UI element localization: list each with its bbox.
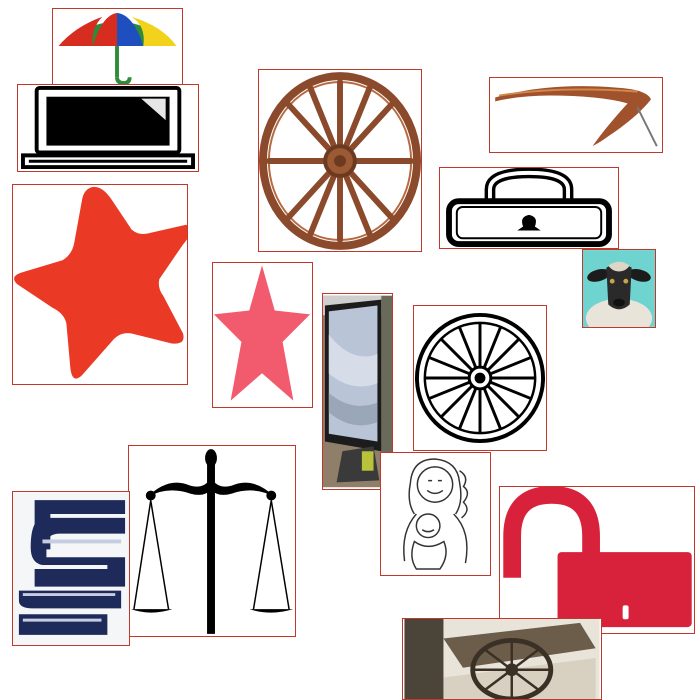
- umbrella-icon: [58, 12, 177, 85]
- padlock-open-icon: [503, 487, 692, 628]
- red-star-image-tile: [12, 184, 188, 385]
- padlock-open-tile: [499, 486, 695, 634]
- wagon-wheel-sketch-tile: [413, 305, 547, 451]
- padlock-closed-icon: [446, 168, 612, 248]
- scythe-icon: [495, 86, 658, 147]
- star-icon: [213, 265, 311, 401]
- scales-of-justice-tile: [128, 445, 296, 637]
- laptop-image-tile: [17, 84, 199, 172]
- star-icon: [14, 186, 187, 379]
- cart-wheel-photo-tile: [402, 618, 602, 700]
- logo-s-icon: [13, 492, 129, 645]
- logo-s-tile: [12, 491, 130, 646]
- cart-wheel-photo-icon: [404, 619, 600, 699]
- scythe-image-tile: [489, 77, 663, 153]
- wagon-wheel-sketch-icon: [414, 312, 546, 444]
- wagon-wheel-icon: [259, 72, 421, 250]
- padlock-closed-image-tile: [439, 167, 619, 249]
- mother-child-sketch-icon: [403, 458, 469, 570]
- wagon-wheel-image-tile: [258, 69, 422, 252]
- laptop-icon: [21, 85, 195, 170]
- mother-child-sketch-tile: [380, 452, 491, 576]
- sheep-photo-tile: [582, 249, 656, 328]
- scales-of-justice-icon: [130, 449, 294, 634]
- pink-star-image-tile: [212, 262, 313, 408]
- sheep-photo-icon: [583, 250, 655, 327]
- umbrella-image-tile: [52, 8, 183, 86]
